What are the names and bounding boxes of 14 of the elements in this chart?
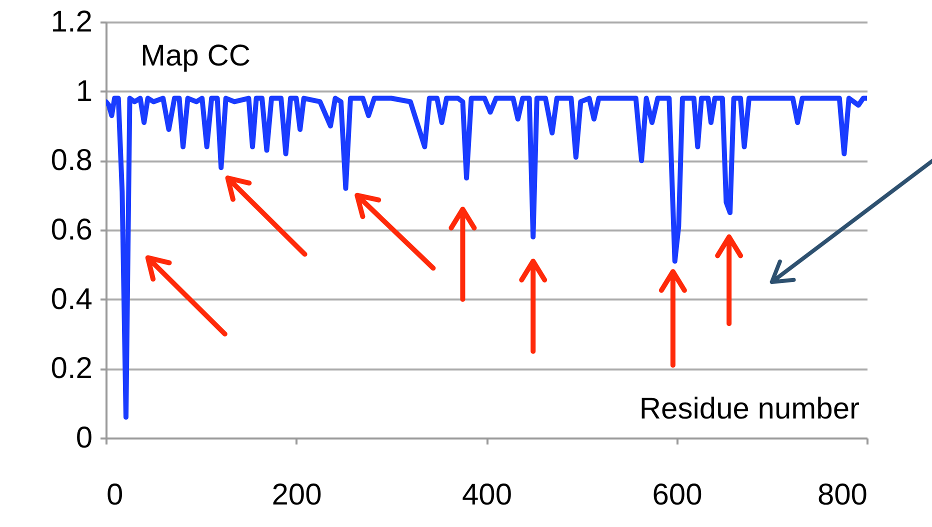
x-tick-label: 0 <box>106 478 124 512</box>
x-tick-label: 600 <box>652 478 702 512</box>
y-tick-label: 0.8 <box>50 144 92 178</box>
x-tick-label: 400 <box>462 478 512 512</box>
y-tick-label: 0.4 <box>50 282 92 316</box>
y-axis-title: Map CC <box>140 40 251 72</box>
x-axis-title: Residue number <box>639 392 860 426</box>
y-tick-label: 1.2 <box>50 6 92 38</box>
x-tick-label: 800 <box>817 478 868 512</box>
y-tick-label: 0 <box>76 422 92 454</box>
y-tick-label: 0.6 <box>50 214 92 246</box>
x-tick-label: 200 <box>272 478 322 512</box>
y-tick-label: 0.2 <box>50 352 92 386</box>
y-tick-label: 1 <box>76 74 92 108</box>
